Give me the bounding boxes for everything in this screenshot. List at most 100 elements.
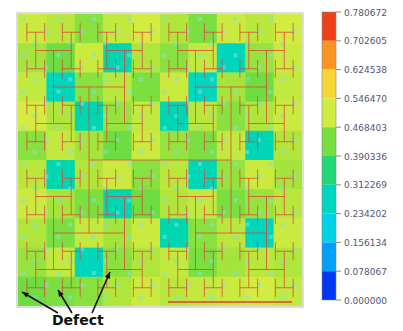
- heat-cell: [18, 218, 47, 248]
- wire: [204, 141, 222, 142]
- wire: [186, 206, 187, 224]
- heat-cell: [18, 277, 47, 306]
- colorbar-tick: [336, 184, 341, 185]
- wire: [248, 32, 249, 69]
- annotation-text: Defect: [52, 312, 104, 328]
- wire: [168, 60, 169, 78]
- wire: [284, 251, 285, 288]
- wire: [44, 169, 45, 187]
- heat-cell: [103, 14, 132, 44]
- layout-pad: [127, 90, 131, 94]
- heat-cell: [160, 131, 189, 161]
- wire: [169, 105, 187, 106]
- layout-pad: [139, 78, 143, 82]
- colorbar-band: [322, 185, 336, 214]
- wire: [177, 178, 178, 215]
- layout-pad: [198, 199, 202, 203]
- layout-pad: [163, 162, 167, 166]
- wire: [142, 251, 143, 288]
- wire: [54, 87, 125, 88]
- wire: [168, 206, 169, 224]
- wire: [44, 206, 45, 224]
- wire: [275, 206, 276, 224]
- layout-pad: [163, 271, 167, 275]
- wire: [186, 242, 187, 260]
- wire: [168, 279, 169, 297]
- heat-cell: [245, 160, 274, 190]
- heat-cell: [132, 102, 161, 132]
- wire: [106, 178, 107, 215]
- layout-pad: [33, 223, 37, 227]
- heat-cell: [274, 14, 302, 44]
- wire: [275, 60, 276, 78]
- colorbar-label: 0.312269: [344, 180, 387, 190]
- root: 0.7806720.7026050.6245380.5464700.468403…: [0, 0, 403, 331]
- heat-cell: [274, 248, 302, 278]
- wire: [80, 169, 81, 187]
- wire: [204, 96, 205, 114]
- wire: [222, 169, 223, 187]
- layout-pad: [269, 126, 273, 130]
- layout-pad: [174, 223, 178, 227]
- layout-pad: [127, 53, 131, 57]
- colorbar-tick: [336, 12, 341, 13]
- layout-pad: [45, 138, 49, 142]
- wire: [62, 105, 80, 106]
- layout-pad: [210, 295, 214, 299]
- layout-pad: [68, 295, 72, 299]
- wire: [275, 279, 276, 297]
- wire: [133, 133, 134, 151]
- wire: [151, 169, 152, 187]
- wire: [133, 60, 134, 78]
- wire: [80, 60, 81, 78]
- layout-pad: [163, 17, 167, 21]
- wire: [71, 178, 72, 215]
- wire: [115, 279, 116, 297]
- heat-cell: [132, 189, 161, 219]
- layout-pad: [210, 150, 214, 154]
- colorbar-tick: [336, 242, 341, 243]
- heat-cell: [103, 131, 132, 161]
- layout-pad: [281, 295, 285, 299]
- wire: [151, 23, 152, 41]
- wire: [231, 87, 232, 233]
- wire: [62, 133, 63, 151]
- layout-pad: [21, 199, 25, 203]
- layout-pad: [233, 235, 237, 239]
- layout-pad: [269, 271, 273, 275]
- wire: [36, 50, 72, 51]
- colorbar-tick: [336, 40, 341, 41]
- wire: [97, 279, 98, 297]
- layout-pad: [139, 223, 143, 227]
- wire: [98, 251, 116, 252]
- colorbar-band: [322, 156, 336, 185]
- heat-cell: [75, 14, 104, 44]
- heat-cell: [103, 102, 132, 132]
- wire: [133, 242, 134, 260]
- heat-cell: [245, 102, 274, 132]
- wire: [142, 105, 143, 142]
- layout-pad: [163, 53, 167, 57]
- wire: [240, 105, 258, 106]
- wire: [186, 169, 187, 187]
- layout-pad: [104, 295, 108, 299]
- wire: [27, 105, 45, 106]
- layout-pad: [198, 271, 202, 275]
- wire: [133, 178, 151, 179]
- heat-cell: [160, 248, 189, 278]
- heat-cell: [132, 14, 161, 44]
- layout-pad: [92, 53, 96, 57]
- wire: [275, 68, 293, 69]
- wire: [44, 60, 45, 78]
- layout-pad: [56, 53, 60, 57]
- layout-pad: [21, 271, 25, 275]
- wire: [97, 206, 98, 224]
- heat-cell: [274, 72, 302, 102]
- wire: [222, 60, 223, 78]
- heat-cell: [132, 160, 161, 190]
- wire: [133, 279, 134, 297]
- wire: [26, 23, 27, 41]
- wire: [275, 214, 293, 215]
- wire: [133, 169, 134, 187]
- wire: [133, 251, 151, 252]
